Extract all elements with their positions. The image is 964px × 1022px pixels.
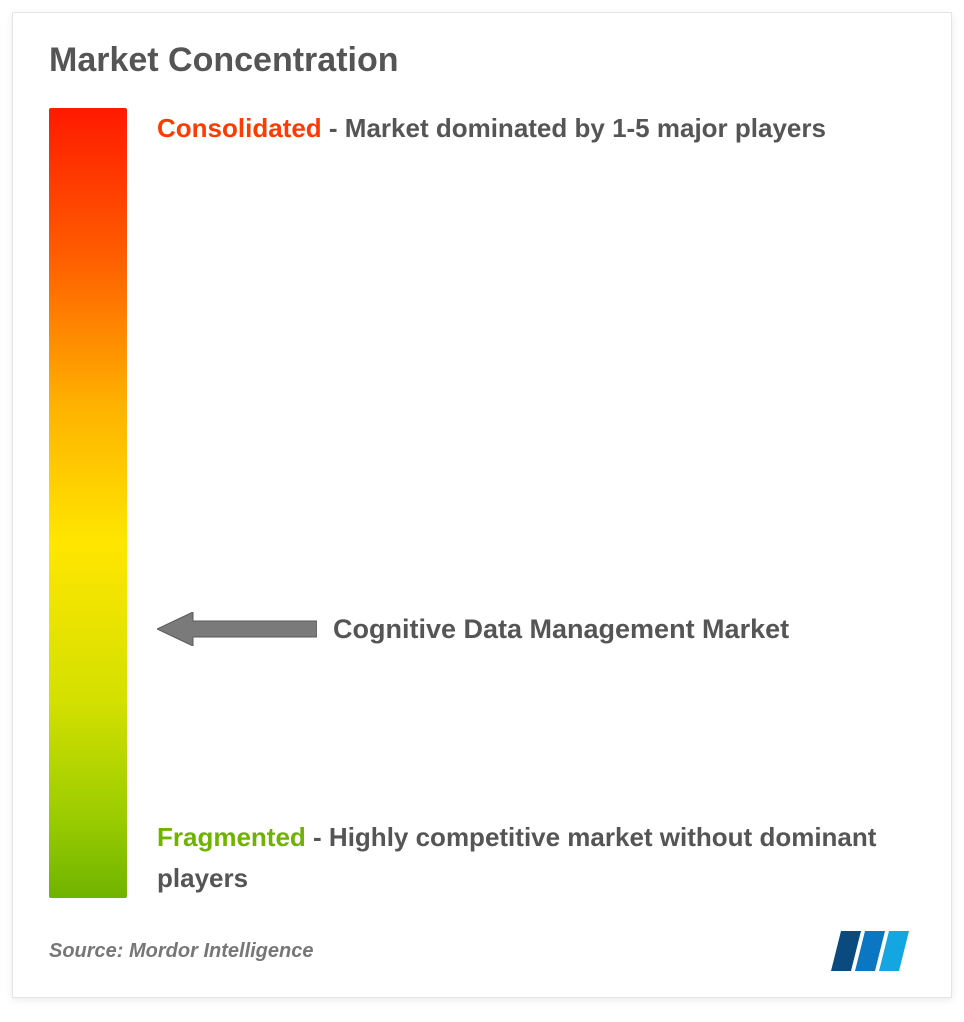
content-row: Consolidated - Market dominated by 1-5 m… [49, 108, 915, 898]
arrow-left-icon [157, 612, 317, 646]
infographic-card: Market Concentration Consolidated - Mark… [12, 12, 952, 998]
market-marker: Cognitive Data Management Market [157, 612, 905, 646]
consolidated-highlight: Consolidated [157, 113, 322, 143]
market-marker-label: Cognitive Data Management Market [333, 614, 789, 645]
fragmented-label: Fragmented - Highly competitive market w… [157, 817, 905, 898]
consolidated-rest: - Market dominated by 1-5 major players [329, 113, 826, 143]
brand-logo [831, 931, 915, 971]
footer: Source: Mordor Intelligence [49, 931, 915, 971]
fragmented-highlight: Fragmented [157, 822, 306, 852]
labels-column: Consolidated - Market dominated by 1-5 m… [127, 108, 915, 898]
page-title: Market Concentration [49, 41, 915, 80]
consolidated-label: Consolidated - Market dominated by 1-5 m… [157, 108, 905, 148]
source-text: Source: Mordor Intelligence [49, 940, 313, 963]
concentration-scale-bar [49, 108, 127, 898]
